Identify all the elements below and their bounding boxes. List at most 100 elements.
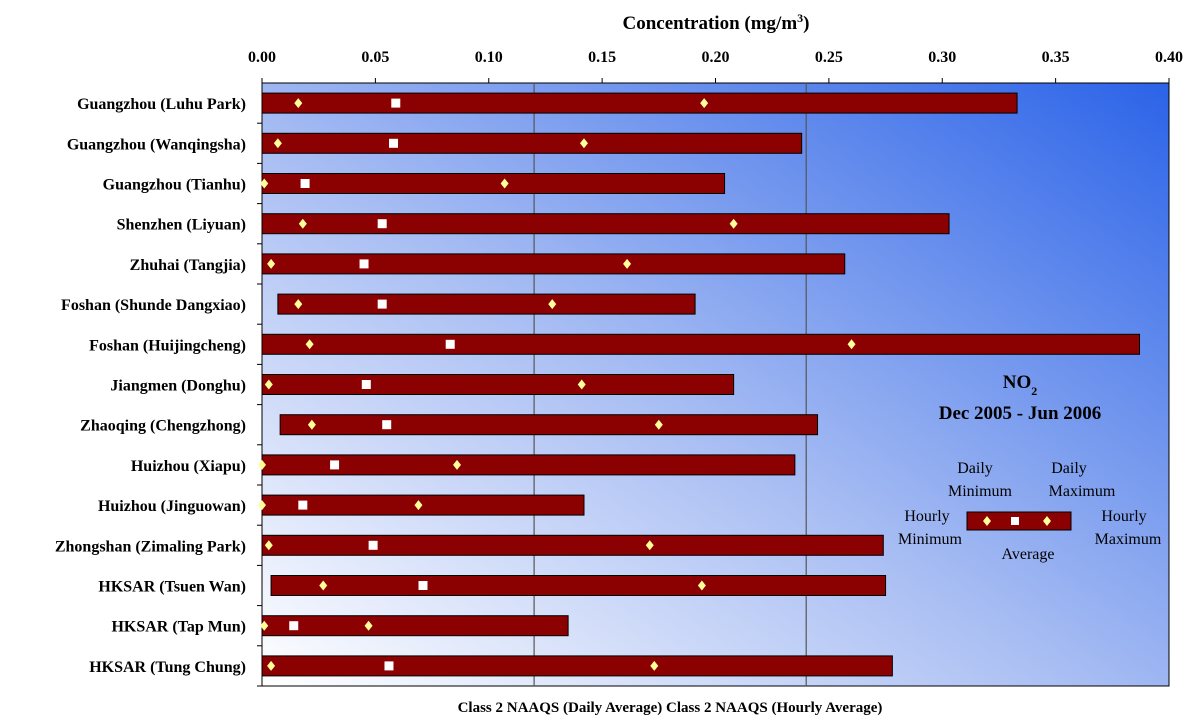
average-marker: [391, 98, 401, 108]
range-bar: [261, 454, 796, 476]
range-bar: [261, 333, 1141, 355]
range-bar: [261, 655, 893, 677]
daily-max-marker: [579, 138, 588, 149]
range-bar: [261, 213, 950, 235]
station-row: Huizhou (Jinguowan): [98, 494, 585, 526]
average-marker: [382, 420, 392, 430]
range-bar: [279, 414, 819, 436]
station-label: HKSAR (Tung Chung): [89, 659, 246, 676]
range-bar: [261, 173, 726, 194]
range-bar: [270, 575, 887, 596]
x-tick-label: 0.10: [475, 49, 503, 66]
range-bar: [261, 92, 1018, 114]
x-tick-label: 0.30: [928, 49, 956, 66]
station-label: Foshan (Shunde Dangxiao): [61, 297, 246, 314]
station-label: Shenzhen (Liyuan): [117, 217, 246, 234]
daily-max-marker: [414, 500, 423, 511]
range-bar: [261, 253, 846, 275]
legend-daily-min-line2: Minimum: [948, 483, 1013, 500]
legend-daily-max-line2: Maximum: [1049, 483, 1116, 500]
daily-max-marker: [847, 339, 856, 350]
station-rows: Guangzhou (Luhu Park) Guangzhou (Wanqings…: [55, 92, 1141, 687]
legend-hourly-min-line2: Minimum: [898, 531, 963, 548]
x-tick-label: 0.35: [1042, 49, 1070, 66]
average-marker: [298, 500, 308, 510]
station-label: Zhongshan (Zimaling Park): [55, 538, 246, 555]
station-label: Guangzhou (Luhu Park): [77, 96, 246, 113]
station-label: Huizhou (Xiapu): [131, 458, 246, 475]
station-row: Shenzhen (Liyuan): [117, 213, 950, 245]
average-marker: [377, 219, 387, 229]
daily-min-marker: [260, 620, 269, 631]
range-bar: [261, 615, 569, 637]
x-tick-label: 0.20: [702, 49, 730, 66]
average-marker: [418, 581, 428, 590]
range-bar: [261, 374, 735, 395]
range-bar: [261, 534, 884, 556]
daily-max-marker: [700, 98, 709, 109]
daily-min-marker: [305, 339, 314, 350]
average-marker: [377, 299, 387, 309]
x-tick-label: 0.05: [361, 49, 389, 66]
station-label: HKSAR (Tap Mun): [111, 619, 246, 636]
daily-min-marker: [273, 138, 282, 149]
average-marker: [445, 339, 455, 349]
daily-max-marker: [500, 178, 509, 189]
station-row: Zhaoqing (Chengzhong): [80, 414, 819, 446]
station-label: Zhuhai (Tangjia): [130, 257, 246, 274]
legend-daily-max-diamond: [1043, 516, 1051, 526]
legend-hourly-max-line2: Maximum: [1095, 531, 1162, 548]
daily-min-marker: [258, 500, 266, 511]
station-row: HKSAR (Tsuen Wan): [98, 575, 887, 607]
x-tick-label: 0.40: [1155, 49, 1183, 66]
daily-max-marker: [623, 258, 632, 269]
legend-daily-min-diamond: [983, 516, 991, 526]
station-row: Guangzhou (Tianhu): [103, 173, 726, 205]
station-label: Zhaoqing (Chengzhong): [80, 418, 246, 435]
average-marker: [384, 661, 394, 671]
daily-min-marker: [264, 379, 273, 390]
legend-hourly-max-line1: Hourly: [1101, 508, 1146, 525]
daily-min-marker: [260, 178, 269, 189]
daily-min-marker: [294, 299, 303, 310]
daily-max-marker: [364, 620, 373, 631]
station-row: Huizhou (Xiapu): [131, 454, 796, 486]
x-axis-ticks: 0.00 0.05 0.10 0.15 0.20 0.25 0.30 0.35 0.40: [248, 49, 1183, 83]
station-row: Guangzhou (Luhu Park): [77, 92, 1018, 124]
station-row: Foshan (Shunde Dangxiao): [61, 293, 696, 325]
station-row: Guangzhou (Wanqingsha): [67, 132, 803, 164]
station-row: Zhuhai (Tangjia): [130, 253, 846, 285]
daily-max-marker: [453, 459, 462, 470]
average-marker: [368, 540, 378, 550]
station-row: Jiangmen (Donghu): [110, 374, 735, 406]
period-label: Dec 2005 - Jun 2006: [939, 403, 1102, 424]
station-row: HKSAR (Tung Chung): [89, 655, 893, 687]
daily-min-marker: [264, 540, 273, 551]
daily-min-marker: [298, 218, 307, 229]
range-bar: [261, 132, 803, 154]
average-marker: [289, 621, 299, 631]
x-tick-label: 0.00: [248, 49, 276, 66]
x-tick-label: 0.25: [815, 49, 843, 66]
station-row: Zhongshan (Zimaling Park): [55, 534, 884, 566]
station-label: Jiangmen (Donghu): [110, 378, 246, 395]
reference-line-label: Class 2 NAAQS (Daily Average) Class 2 NA…: [458, 700, 883, 716]
daily-min-marker: [258, 459, 266, 470]
average-marker: [389, 138, 399, 148]
station-label: Huizhou (Jinguowan): [98, 498, 246, 515]
station-row: HKSAR (Tap Mun): [111, 615, 569, 647]
range-bar: [261, 494, 585, 516]
legend-daily-min-line1: Daily: [957, 460, 993, 477]
range-bar: [277, 293, 696, 315]
x-tick-label: 0.15: [588, 49, 616, 66]
reference-line-labels: Class 2 NAAQS (Daily Average) Class 2 NA…: [458, 700, 883, 716]
daily-max-marker: [645, 540, 654, 551]
station-label: Guangzhou (Tianhu): [103, 177, 246, 194]
daily-min-marker: [267, 660, 276, 671]
axis-title: Concentration (mg/m3): [623, 11, 810, 34]
legend-hourly-min-line1: Hourly: [904, 508, 949, 525]
average-marker: [300, 179, 310, 188]
station-row: Foshan (Huijingcheng): [89, 333, 1141, 365]
station-label: Foshan (Huijingcheng): [89, 337, 246, 354]
